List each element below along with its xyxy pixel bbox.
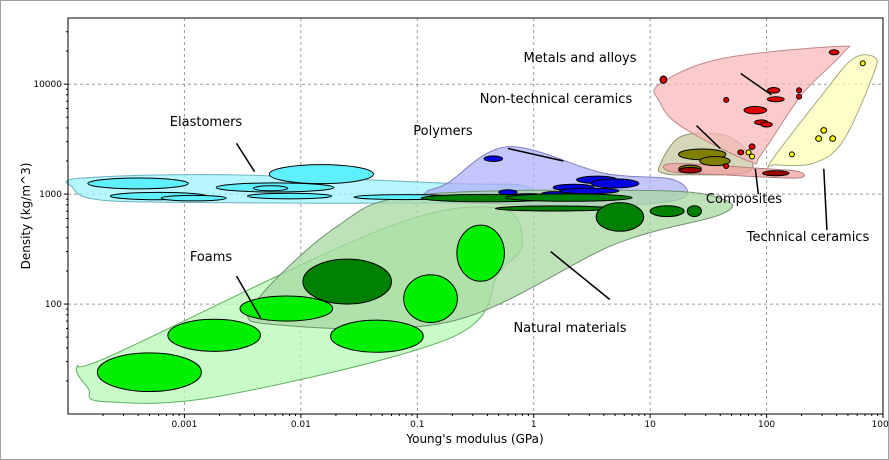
technical-ceramics-material — [745, 149, 752, 156]
composites-material — [678, 166, 702, 174]
metals-and-alloys-material — [723, 96, 730, 103]
foams-material — [330, 319, 424, 353]
non-technical-ceramics-material — [699, 155, 731, 167]
natural-materials-material — [686, 205, 702, 218]
technical-ceramics-material — [788, 151, 795, 158]
foams-material — [96, 352, 202, 393]
polymers-label: Polymers — [413, 124, 473, 139]
metals-and-alloys-material — [748, 143, 756, 150]
x-tick-label: 1 — [531, 420, 537, 430]
y-axis-title: Density (kg/m^3) — [19, 163, 33, 270]
composites-leader — [754, 168, 760, 195]
metals-and-alloys-leader — [740, 72, 772, 96]
non-technical-ceramics-leader — [695, 125, 721, 150]
technical-ceramics-material — [859, 60, 866, 67]
metals-and-alloys-label: Metals and alloys — [524, 51, 637, 66]
label-leaders — [235, 72, 828, 319]
foams-material — [167, 318, 261, 352]
technical-ceramics-envelope — [767, 54, 878, 168]
material-bubbles — [87, 49, 866, 393]
foams-label: Foams — [190, 250, 233, 265]
foams-material — [403, 274, 458, 324]
technical-ceramics-label: Technical ceramics — [746, 230, 870, 245]
polymers-leader — [507, 147, 564, 162]
x-tick-label: 0.01 — [291, 420, 311, 430]
polymers-material — [483, 155, 504, 162]
technical-ceramics-leader — [823, 168, 828, 231]
natural-materials-material — [494, 205, 614, 212]
plot-border — [67, 17, 884, 415]
x-tick-label: 100 — [758, 420, 775, 430]
elastomers-material — [160, 194, 227, 202]
technical-ceramics-material — [829, 135, 837, 142]
natural-materials-material — [649, 205, 685, 218]
y-tick-label: 10000 — [33, 80, 62, 90]
non-technical-ceramics-label: Non-technical ceramics — [480, 92, 633, 107]
x-tick-label: 1000 — [872, 420, 889, 430]
group-labels: Metals and alloys Non-technical ceramics P… — [170, 51, 870, 336]
metals-and-alloys-material — [828, 49, 840, 56]
x-tick-label: 10 — [644, 420, 656, 430]
foams-material — [456, 224, 505, 282]
foams-material — [239, 295, 334, 322]
composites-label: Composites — [706, 192, 782, 207]
metals-and-alloys-material — [760, 121, 773, 128]
metals-and-alloys-material — [723, 163, 730, 170]
metals-and-alloys-material — [737, 149, 745, 156]
metals-and-alloys-material — [659, 75, 668, 84]
x-axis-title: Young's modulus (GPa) — [405, 432, 543, 446]
metals-and-alloys-material — [796, 87, 803, 94]
natural-materials-label: Natural materials — [513, 321, 626, 336]
technical-ceramics-material — [815, 135, 823, 142]
natural-materials-material — [302, 258, 392, 305]
x-tick-label: 0.1 — [410, 420, 424, 430]
metals-and-alloys-material — [766, 87, 781, 94]
polymers-material — [590, 178, 640, 189]
y-tick-label: 100 — [45, 300, 62, 310]
y-tick-label: 1000 — [39, 190, 62, 200]
polymers-material — [559, 187, 620, 195]
natural-materials-material — [595, 202, 645, 232]
metals-and-alloys-material — [743, 106, 768, 115]
technical-ceramics-material — [820, 127, 828, 134]
metals-and-alloys-material — [766, 96, 785, 103]
metals-and-alloys-material — [796, 93, 803, 100]
composites-material — [762, 170, 790, 177]
elastomers-material — [87, 177, 189, 190]
axis-ticks: 0.001 0.01 0.1 1 10 100 1000 100 1000 10000 — [33, 31, 889, 430]
natural-materials-material — [504, 193, 633, 202]
technical-ceramics-material — [749, 153, 756, 160]
x-tick-label: 0.001 — [172, 420, 198, 430]
elastomers-material — [253, 185, 289, 192]
foams-leader — [235, 275, 262, 319]
elastomers-material — [268, 164, 374, 185]
metals-and-alloys-envelope — [653, 45, 851, 165]
elastomers-leader — [235, 142, 256, 173]
elastomers-material — [246, 192, 333, 200]
elastomers-label: Elastomers — [170, 115, 243, 130]
natural-materials-leader — [550, 251, 611, 301]
